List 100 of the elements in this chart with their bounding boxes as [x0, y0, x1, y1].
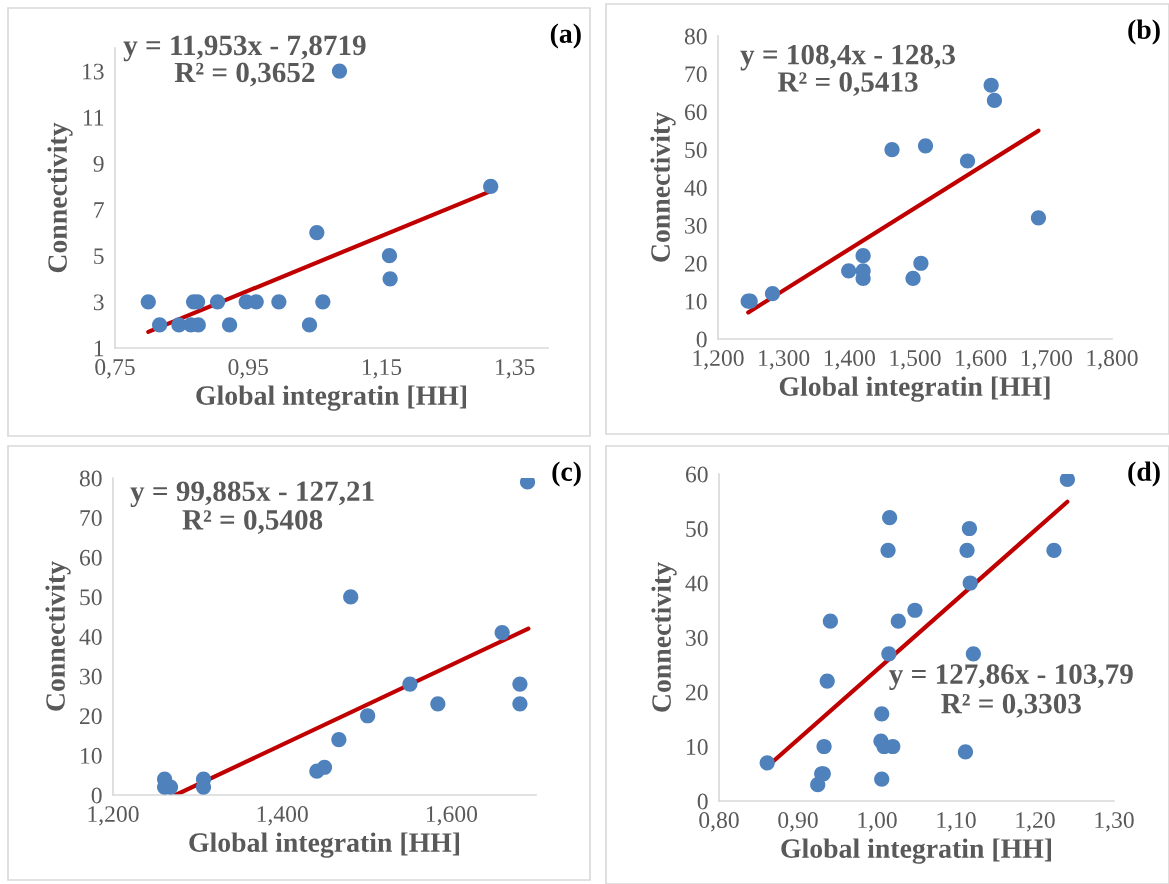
y-tick-label: 60	[685, 466, 708, 483]
point	[965, 646, 981, 662]
x-tick-label: 1,800	[1087, 350, 1138, 370]
point	[907, 602, 923, 618]
point	[402, 676, 418, 692]
annotation: R² = 0,5408	[182, 510, 323, 534]
point	[961, 520, 978, 537]
point	[759, 755, 775, 771]
point	[841, 263, 857, 279]
point	[1030, 210, 1047, 226]
x-axis-title: Global integratin [HH]	[779, 376, 1050, 402]
x-tick-label: 0,90	[778, 812, 818, 832]
point	[360, 708, 376, 724]
y-tick-label: 0	[696, 331, 707, 348]
x-tick-label: 1,400	[824, 350, 875, 370]
point	[874, 771, 890, 787]
point	[382, 271, 398, 287]
x-tick-label: 1,200	[88, 806, 139, 826]
y-tick-label: 50	[80, 589, 102, 606]
point	[209, 294, 226, 310]
y-axis-title: Connectivity	[47, 122, 73, 273]
x-axis-title: Global integratin [HH]	[196, 385, 467, 411]
point	[1059, 474, 1075, 488]
y-axis-title: Connectivity	[651, 562, 677, 712]
y-tick-label: 0	[697, 793, 708, 810]
y-axis-title: Connectivity	[45, 561, 71, 711]
x-tick-label: 1,35	[496, 359, 535, 379]
point	[881, 646, 897, 662]
point	[331, 731, 347, 748]
y-tick-label: 30	[686, 629, 708, 646]
point	[301, 317, 318, 333]
text: (d)	[1128, 461, 1160, 487]
point	[316, 759, 333, 775]
x-tick-label: 1,500	[890, 350, 941, 370]
point	[983, 77, 999, 93]
y-tick-label: 30	[80, 668, 102, 685]
point	[764, 285, 781, 302]
y-tick-label: 9	[93, 155, 104, 172]
y-tick-label: 3	[93, 294, 104, 311]
point	[152, 317, 168, 333]
annotation: y = 99,885x - 127,21	[130, 481, 374, 508]
y-tick-label: 70	[685, 66, 707, 83]
point	[884, 142, 900, 158]
y-tick-label: 50	[685, 142, 707, 159]
point	[221, 317, 238, 333]
x-tick-label: 1,30	[1095, 812, 1134, 832]
y-tick-label: 11	[83, 109, 104, 126]
point	[855, 248, 871, 264]
x-tick-label: 1,700	[1021, 350, 1072, 370]
x-axis-title: Global integratin [HH]	[189, 832, 460, 858]
x-tick-label: 0,80	[699, 812, 739, 832]
y-tick-label: 20	[80, 708, 102, 725]
y-tick-label: 30	[685, 217, 707, 234]
y-tick-label: 40	[79, 628, 102, 645]
text: (b)	[1128, 19, 1160, 45]
text: (a)	[550, 23, 581, 49]
y-tick-label: 10	[81, 747, 102, 764]
point	[819, 673, 835, 689]
y-tick-label: 60	[684, 104, 707, 121]
point	[343, 589, 359, 605]
x-tick-label: 1,00	[858, 812, 897, 832]
point	[483, 178, 499, 195]
x-tick-label: 1,300	[759, 350, 810, 370]
annotation: y = 11,953x - 7,8719	[123, 35, 366, 62]
annotation: R² = 0,3303	[941, 693, 1081, 718]
point	[986, 92, 1003, 108]
point	[430, 696, 446, 712]
annotation: R² = 0,3652	[174, 62, 315, 87]
x-tick-label: 1,600	[956, 350, 1007, 370]
point	[880, 542, 896, 558]
annotation: y = 127,86x - 103,79	[889, 664, 1133, 690]
x-tick-label: 1,10	[937, 812, 976, 832]
point	[1046, 542, 1062, 558]
point	[959, 542, 975, 558]
y-tick-label: 80	[79, 470, 102, 487]
text: (c)	[552, 461, 581, 487]
point	[512, 676, 528, 692]
y-tick-label: 20	[685, 255, 707, 272]
annotation: R² = 0,5413	[777, 72, 918, 97]
y-tick-label: 50	[686, 520, 708, 537]
y-tick-label: 10	[686, 293, 707, 310]
y-tick-label: 70	[80, 510, 102, 527]
y-tick-label: 40	[685, 575, 708, 592]
y-tick-label: 10	[687, 738, 708, 755]
point	[962, 575, 978, 591]
x-tick-label: 0,75	[95, 359, 135, 379]
point	[957, 744, 974, 760]
y-tick-label: 40	[684, 179, 707, 196]
point	[512, 696, 528, 712]
y-tick-label: 60	[79, 549, 102, 566]
point	[882, 509, 898, 526]
y-tick-label: 5	[94, 248, 104, 265]
y-tick-label: 20	[686, 684, 708, 701]
point	[315, 294, 331, 310]
point	[905, 270, 921, 287]
y-tick-label: 7	[94, 202, 104, 218]
point	[140, 294, 156, 310]
point	[331, 63, 348, 79]
x-axis-title: Global integratin [HH]	[781, 838, 1052, 864]
x-tick-label: 1,15	[362, 359, 402, 379]
